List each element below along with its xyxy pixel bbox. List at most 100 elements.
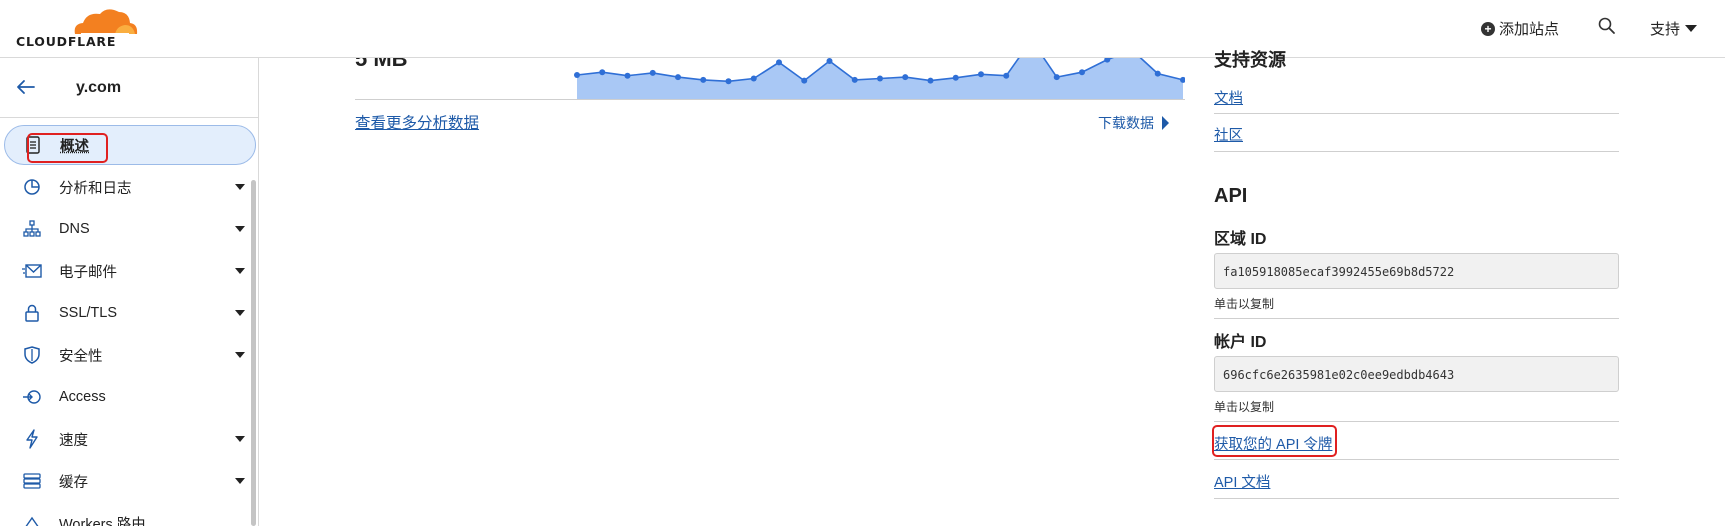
sidebar-item-label: SSL/TLS bbox=[59, 305, 118, 321]
community-link[interactable]: 社区 bbox=[1214, 128, 1243, 144]
sidebar-item-speed[interactable]: 速度 bbox=[0, 419, 252, 459]
chart-data-point[interactable] bbox=[1079, 69, 1085, 76]
sidebar-item-ssl-tls[interactable]: SSL/TLS bbox=[0, 293, 252, 333]
account-id-copy-field[interactable]: 696cfc6e2635981e02c0ee9edbdb4643 bbox=[1214, 356, 1619, 392]
sidebar-item-security[interactable]: 安全性 bbox=[0, 335, 252, 375]
sidebar-item-workers-routes[interactable]: Workers 路由 bbox=[0, 503, 252, 526]
divider bbox=[1214, 318, 1619, 319]
chevron-down-icon bbox=[235, 226, 245, 232]
divider bbox=[1214, 113, 1619, 114]
sidebar-item-label: 分析和日志 bbox=[59, 180, 132, 197]
chart-data-point[interactable] bbox=[675, 74, 681, 81]
chart-data-point[interactable] bbox=[801, 77, 808, 84]
divider bbox=[1214, 151, 1619, 152]
add-site-label: 添加站点 bbox=[1499, 21, 1560, 38]
add-site-button[interactable]: + 添加站点 bbox=[1481, 18, 1559, 39]
chevron-down-icon bbox=[235, 268, 245, 274]
brand-wordmark: CLOUDFLARE bbox=[16, 34, 117, 49]
chart-total-value: 5 MB bbox=[355, 58, 408, 71]
docs-link[interactable]: 文档 bbox=[1214, 91, 1243, 107]
cloud-logo-icon bbox=[74, 9, 138, 35]
zone-id-label: 区域 ID bbox=[1214, 231, 1267, 248]
chart-data-point[interactable] bbox=[725, 78, 732, 85]
sidebar-item-overview[interactable]: 概述 bbox=[4, 125, 256, 165]
chart-data-point[interactable] bbox=[1104, 58, 1111, 63]
network-icon bbox=[22, 219, 42, 239]
sidebar-scrollbar[interactable] bbox=[251, 180, 256, 526]
right-column: 支持资源 文档 社区 API 区域 ID fa105918085ecaf3992… bbox=[1214, 50, 1619, 526]
api-docs-link[interactable]: API 文档 bbox=[1214, 475, 1271, 491]
sidebar-item-label: 速度 bbox=[59, 432, 88, 449]
back-arrow-icon[interactable] bbox=[16, 79, 36, 95]
zone-name: y.com bbox=[76, 79, 122, 96]
sidebar-item-label: DNS bbox=[59, 221, 90, 237]
chevron-down-icon bbox=[235, 184, 245, 190]
chart-data-point[interactable] bbox=[927, 77, 934, 84]
chart-data-point[interactable] bbox=[574, 72, 580, 78]
lock-icon bbox=[22, 303, 42, 323]
view-more-analytics-link[interactable]: 查看更多分析数据 bbox=[355, 115, 480, 132]
document-icon bbox=[23, 135, 43, 155]
chart-data-point[interactable] bbox=[1154, 70, 1161, 77]
bandwidth-chart-panel: 5 MB bbox=[355, 58, 1185, 100]
divider bbox=[1214, 421, 1619, 422]
chart-data-point[interactable] bbox=[1053, 74, 1060, 81]
chevron-down-icon bbox=[235, 352, 245, 358]
copy-hint: 单击以复制 bbox=[1214, 400, 1275, 414]
cloudflare-logo[interactable]: CLOUDFLARE bbox=[15, 6, 138, 49]
chevron-down-icon bbox=[1685, 25, 1698, 32]
chevron-down-icon bbox=[235, 310, 245, 316]
api-section-title: API bbox=[1214, 185, 1248, 207]
chart-data-point[interactable] bbox=[826, 58, 833, 64]
sidebar-item-access[interactable]: Access bbox=[0, 377, 252, 417]
chart-data-point[interactable] bbox=[624, 72, 631, 79]
sidebar-item-label: 安全性 bbox=[59, 348, 103, 365]
chart-data-point[interactable] bbox=[776, 59, 782, 66]
sidebar-item-label: 电子邮件 bbox=[59, 264, 117, 281]
sidebar-item-label: 概述 bbox=[60, 138, 89, 155]
account-id-label: 帐户 ID bbox=[1214, 334, 1267, 351]
chart-data-point[interactable] bbox=[649, 69, 656, 76]
chart-data-point[interactable] bbox=[902, 74, 909, 81]
chevron-down-icon bbox=[235, 478, 245, 484]
sidebar-item-email[interactable]: 电子邮件 bbox=[0, 251, 252, 291]
sidebar-item-label: Workers 路由 bbox=[59, 516, 146, 526]
support-label: 支持 bbox=[1650, 21, 1681, 38]
chart-data-point[interactable] bbox=[877, 75, 883, 82]
sidebar-zone-header: y.com bbox=[0, 58, 259, 118]
chart-data-point[interactable] bbox=[599, 69, 606, 76]
workers-icon bbox=[22, 513, 42, 526]
zone-id-copy-field[interactable]: fa105918085ecaf3992455e69b8d5722 bbox=[1214, 253, 1619, 289]
caret-right-icon bbox=[1162, 116, 1169, 130]
sidebar: y.com 概述 分析和日志 DNS 电子邮件 bbox=[0, 58, 259, 526]
download-data-label: 下载数据 bbox=[1098, 115, 1154, 131]
divider bbox=[355, 99, 1185, 100]
sidebar-item-analytics[interactable]: 分析和日志 bbox=[0, 167, 252, 207]
bandwidth-area-chart bbox=[574, 58, 1185, 100]
pie-chart-icon bbox=[22, 177, 42, 197]
download-data-link[interactable]: 下载数据 bbox=[1098, 113, 1169, 133]
divider bbox=[1214, 498, 1619, 499]
support-menu-button[interactable]: 支持 bbox=[1650, 18, 1698, 39]
sidebar-item-label: Access bbox=[59, 389, 106, 405]
shield-icon bbox=[22, 345, 42, 365]
sidebar-item-dns[interactable]: DNS bbox=[0, 209, 252, 249]
chart-data-point[interactable] bbox=[1180, 76, 1185, 83]
chart-data-point[interactable] bbox=[700, 76, 707, 83]
chart-data-point[interactable] bbox=[952, 74, 959, 81]
copy-hint: 单击以复制 bbox=[1214, 297, 1275, 311]
plus-circle-icon: + bbox=[1481, 21, 1495, 36]
search-icon[interactable] bbox=[1597, 16, 1617, 36]
chart-data-point[interactable] bbox=[851, 76, 858, 83]
divider bbox=[1214, 459, 1619, 460]
mail-icon bbox=[22, 261, 42, 281]
chevron-down-icon bbox=[235, 436, 245, 442]
top-navigation-bar: CLOUDFLARE + 添加站点 支持 bbox=[0, 0, 1725, 58]
chart-data-point[interactable] bbox=[978, 71, 984, 78]
lightning-icon bbox=[22, 429, 42, 449]
sidebar-item-caching[interactable]: 缓存 bbox=[0, 461, 252, 501]
get-api-token-link[interactable]: 获取您的 API 令牌 bbox=[1214, 437, 1333, 453]
chart-data-point[interactable] bbox=[1003, 72, 1010, 79]
support-resources-title: 支持资源 bbox=[1214, 50, 1286, 70]
chart-data-point[interactable] bbox=[750, 75, 757, 82]
